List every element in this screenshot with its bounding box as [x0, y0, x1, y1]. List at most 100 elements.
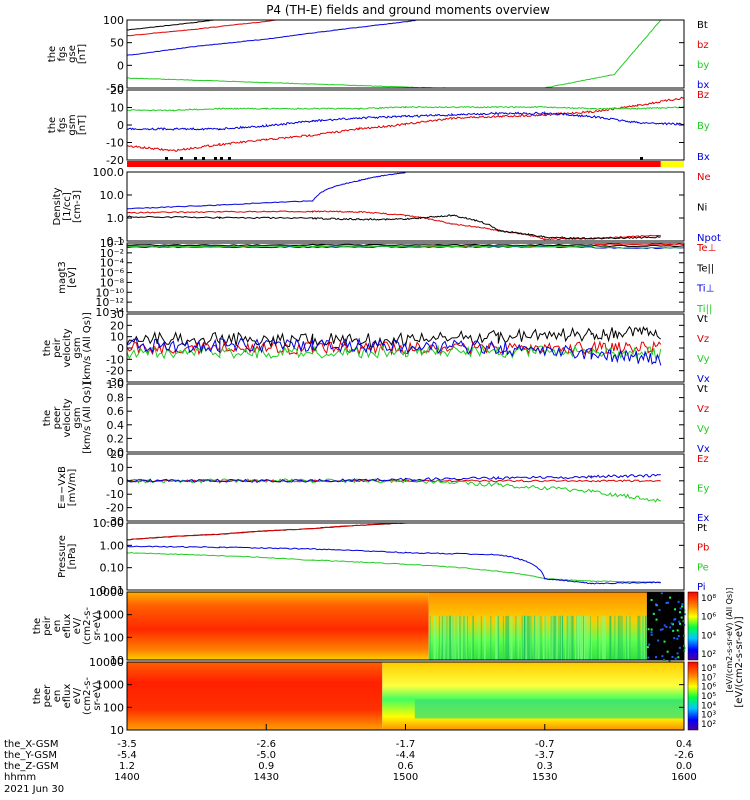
y-axis-label-line: velocity: [62, 398, 73, 437]
spectrogram-streak: [549, 615, 551, 660]
spectrogram-streak: [507, 615, 509, 660]
spectrogram-streak: [521, 615, 523, 660]
y-axis-label-line: the: [47, 117, 58, 133]
y-tick-label: 20: [110, 84, 124, 97]
legend-entry: Te||: [696, 263, 714, 274]
colorbar-tick-label: 10⁷: [701, 673, 716, 683]
spectrogram-streak: [610, 615, 612, 660]
legend-entry: Ti⊥: [696, 284, 714, 295]
y-axis-label-line: [eV]: [67, 267, 78, 288]
y-tick-label: 0.4: [107, 419, 125, 432]
y-tick-label: 0: [117, 342, 124, 355]
spectrogram-streak: [538, 615, 540, 660]
y-tick-label: 1.00: [100, 539, 125, 552]
x-axis-row-label: the_X-GSM: [4, 739, 58, 750]
status-marker: [214, 157, 217, 160]
legend-entry: Vt: [697, 314, 708, 325]
x-axis-row-label: the_Z-GSM: [4, 761, 59, 772]
y-tick-label: 10⁻¹⁴: [95, 306, 124, 319]
spectrogram-streak: [496, 615, 498, 660]
y-axis-label: Pressure [nPa]: [57, 535, 78, 578]
panel-frame: [126, 313, 685, 383]
x-axis-value: 1530: [532, 772, 557, 783]
spectrogram-speckle: [672, 629, 675, 632]
spectrogram-streak: [455, 615, 457, 660]
spectrogram-speckle: [674, 608, 677, 611]
spectrogram-ion-region-a: [127, 592, 429, 660]
spectrogram-streak: [555, 615, 557, 660]
status-marker: [180, 157, 183, 160]
spectrogram-streak: [530, 615, 532, 660]
y-tick-label: 10: [110, 461, 124, 474]
y-tick-label: 0.6: [107, 405, 125, 418]
y-axis-label-line: E=−VxB: [57, 466, 68, 509]
spectrogram-streak: [609, 615, 611, 660]
series-line-Ne: [126, 210, 661, 241]
spectrogram-streak: [584, 615, 586, 660]
spectrogram-streak: [615, 615, 617, 660]
spectrogram-streak: [515, 615, 517, 660]
legend-entry: Pe: [697, 562, 709, 573]
spectrogram-streak: [559, 615, 561, 660]
x-axis-value: 0.6: [398, 761, 414, 772]
panel-frame: [126, 591, 685, 661]
spectrogram-streak: [645, 615, 647, 660]
y-tick-label: -20: [106, 365, 124, 378]
x-axis-value: -3.5: [117, 739, 137, 750]
spectrogram-streak: [454, 615, 456, 660]
y-tick-label: 20: [110, 319, 124, 332]
y-axis-label-line: eV/: [72, 617, 83, 634]
y-axis-label-line: gsm: [72, 407, 83, 428]
y-axis-label: the peer velocity gsm [km/s (All Qs)]: [42, 382, 93, 454]
spectrogram-speckle: [677, 600, 680, 603]
status-marker: [194, 157, 197, 160]
spectrogram-speckle: [665, 626, 668, 629]
x-axis-value: -5.0: [256, 750, 276, 761]
spectrogram-streak: [556, 615, 558, 660]
spectrogram-speckle: [666, 650, 669, 653]
spectrogram-speckle: [648, 643, 651, 646]
spectrogram-streak: [478, 615, 480, 660]
series-line-Pt: [126, 522, 661, 541]
spectrogram-streak: [543, 615, 545, 660]
legend-entry: Vz: [697, 334, 709, 345]
legend-entry: Vy: [697, 424, 710, 435]
spectrogram-speckle: [668, 659, 671, 662]
series-line-Pe: [126, 551, 661, 584]
spectrogram-streak: [583, 615, 585, 660]
spectrogram-speckle: [647, 656, 650, 659]
spectrogram-streak: [560, 615, 562, 660]
y-tick-label: 10000: [89, 586, 124, 599]
spectrogram-streak: [444, 615, 446, 660]
spectrogram-streak: [511, 615, 513, 660]
spectrogram-streak: [443, 615, 445, 660]
spectrogram-speckle: [655, 656, 658, 659]
series-line-bx: [126, 19, 661, 56]
y-tick-label: -30: [106, 515, 124, 528]
spectrogram-speckle: [659, 628, 662, 631]
series-line-By: [127, 105, 685, 112]
y-tick-label: 100: [103, 631, 124, 644]
y-axis-label: the peer en eflux eV/(cm2-s-sr-eV): [32, 677, 103, 715]
figure-title: P4 (TH-E) fields and ground moments over…: [266, 3, 550, 17]
spectrogram-streak: [582, 615, 584, 660]
y-tick-label: 0.1: [107, 235, 125, 248]
spectrogram-speckle: [663, 640, 666, 643]
y-axis-label-line: (cm2-s-: [82, 677, 93, 715]
y-tick-label: 0.10: [100, 562, 125, 575]
y-axis-label-line: peer: [52, 406, 63, 430]
colorbar-tick-label: 10²: [701, 650, 716, 660]
y-axis-label-line: velocity: [62, 328, 73, 367]
y-axis-label: the peir velocity gsm [km/s (All Qs)]: [42, 312, 93, 384]
spectrogram-streak: [604, 615, 606, 660]
y-tick-label: 0.0: [107, 446, 125, 459]
spectrogram-electron-region-b: [382, 662, 684, 730]
colorbar-tick-label: 10⁶: [701, 613, 716, 623]
x-axis-value: -4.4: [396, 750, 416, 761]
status-marker: [202, 157, 205, 160]
colorbar-tick-label: 10⁵: [701, 692, 716, 702]
legend-entry: Bx: [697, 152, 710, 163]
y-axis-label-line: en: [52, 690, 63, 703]
